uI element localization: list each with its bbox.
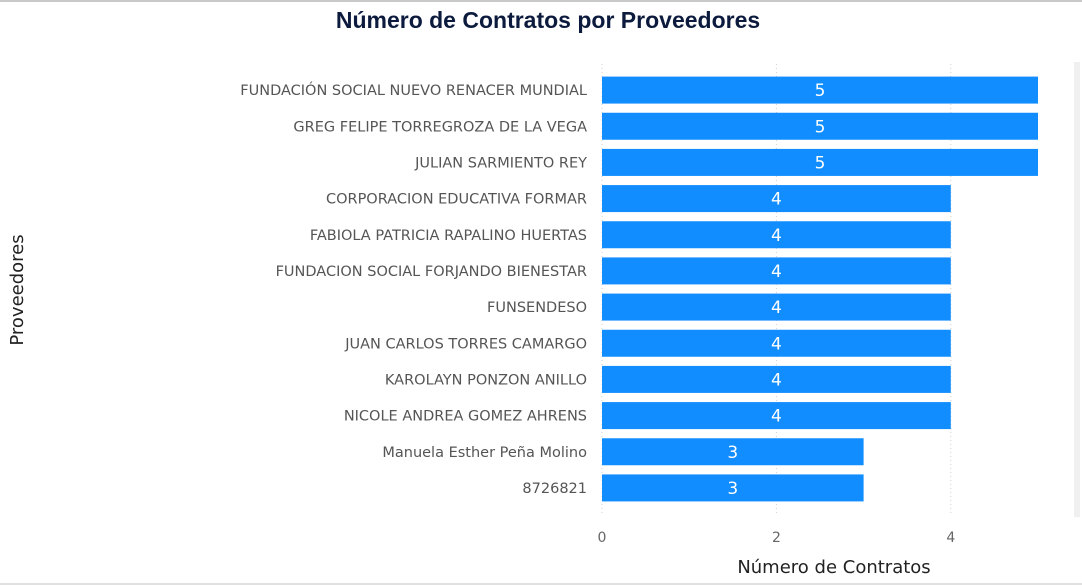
data-label: 4 bbox=[771, 334, 782, 354]
y-tick-label: FABIOLA PATRICIA RAPALINO HUERTAS bbox=[310, 228, 587, 244]
data-label: 5 bbox=[815, 117, 826, 137]
data-label: 5 bbox=[815, 153, 826, 173]
y-tick-label: FUNDACIÓN SOCIAL NUEVO RENACER MUNDIAL bbox=[240, 81, 587, 99]
bar bbox=[602, 402, 951, 430]
x-tick-label: 2 bbox=[772, 530, 781, 546]
y-tick-label: KAROLAYN PONZON ANILLO bbox=[385, 372, 587, 388]
bar bbox=[602, 438, 864, 466]
data-label: 4 bbox=[771, 190, 782, 210]
data-label: 4 bbox=[771, 407, 782, 427]
y-tick-label: NICOLE ANDREA GOMEZ AHRENS bbox=[344, 409, 587, 425]
y-tick-label: FUNDACION SOCIAL FORJANDO BIENESTAR bbox=[276, 264, 587, 280]
y-tick-label: JUAN CARLOS TORRES CAMARGO bbox=[344, 336, 587, 352]
bar bbox=[602, 293, 951, 321]
chart-title: Número de Contratos por Proveedores bbox=[336, 7, 760, 33]
bar bbox=[602, 76, 1038, 104]
data-label: 4 bbox=[771, 298, 782, 318]
data-label: 4 bbox=[771, 226, 782, 246]
bar bbox=[602, 221, 951, 249]
y-axis-label: Proveedores bbox=[7, 234, 28, 345]
data-label: 3 bbox=[727, 479, 738, 499]
y-tick-label: GREG FELIPE TORREGROZA DE LA VEGA bbox=[293, 119, 587, 135]
data-label: 4 bbox=[771, 262, 782, 282]
data-label: 3 bbox=[727, 443, 738, 463]
bar bbox=[602, 112, 1038, 140]
y-tick-label: FUNSENDESO bbox=[487, 300, 587, 316]
y-tick-label: 8726821 bbox=[522, 481, 587, 497]
scrollbar bbox=[1074, 62, 1080, 517]
y-tick-label: CORPORACION EDUCATIVA FORMAR bbox=[326, 192, 587, 208]
y-tick-label: JULIAN SARMIENTO REY bbox=[414, 155, 587, 171]
bar bbox=[602, 365, 951, 393]
bar bbox=[602, 148, 1038, 176]
y-tick-label: Manuela Esther Peña Molino bbox=[382, 445, 587, 461]
x-tick-label: 0 bbox=[598, 530, 607, 546]
data-label: 5 bbox=[815, 81, 826, 101]
bar bbox=[602, 257, 951, 285]
bar bbox=[602, 474, 864, 502]
bar bbox=[602, 329, 951, 357]
bar bbox=[602, 185, 951, 213]
x-axis-label: Número de Contratos bbox=[737, 557, 930, 578]
x-tick-label: 4 bbox=[946, 530, 955, 546]
data-label: 4 bbox=[771, 370, 782, 390]
